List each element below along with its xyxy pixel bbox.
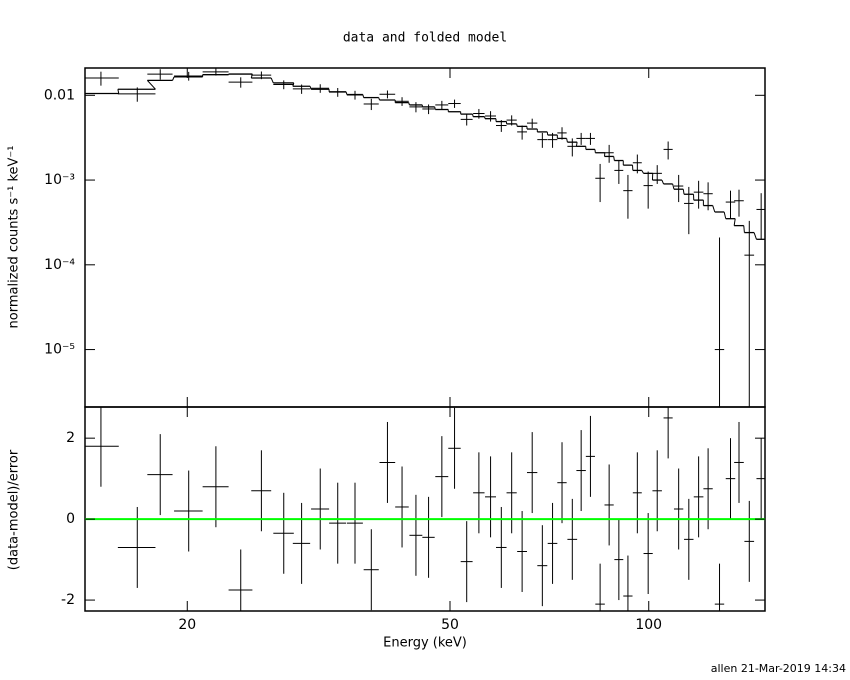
model-riser <box>362 94 365 98</box>
model-riser <box>753 232 757 240</box>
residual-axis-label: (data-model)/error <box>7 449 22 570</box>
model-riser <box>434 106 436 110</box>
model-riser <box>613 156 615 161</box>
model-riser <box>172 76 175 81</box>
top-frame <box>84 67 766 408</box>
model-riser <box>575 142 578 147</box>
model-riser <box>682 189 685 195</box>
y-tick-label: 10⁻⁴ <box>44 257 75 273</box>
bottom-frame <box>84 406 766 612</box>
model-riser <box>408 102 410 106</box>
model-riser <box>733 218 736 226</box>
chart-title: data and folded model <box>343 31 507 46</box>
residual-panel <box>85 407 765 611</box>
y-tick-label: 0.01 <box>44 87 75 103</box>
spectrum-panel <box>85 68 765 407</box>
model-riser <box>345 91 348 95</box>
model-riser <box>672 183 675 190</box>
y-tick-label: 10⁻⁵ <box>44 342 75 358</box>
model-riser <box>484 116 486 119</box>
model-riser <box>472 114 474 117</box>
model-riser <box>661 179 665 185</box>
x-tick-label: 20 <box>178 617 196 633</box>
x-tick-label: 50 <box>441 617 459 633</box>
x-tick-label: 100 <box>635 617 662 633</box>
y-axis-label: normalized counts s⁻¹ keV⁻¹ <box>7 146 22 329</box>
model-riser <box>117 89 120 94</box>
footer: allen 21-Mar-2019 14:34 <box>711 662 846 675</box>
model-riser <box>712 205 716 213</box>
y-tick-label: 10⁻³ <box>44 172 75 188</box>
model-riser <box>146 80 156 90</box>
model-riser <box>723 211 727 219</box>
model-riser <box>309 86 312 90</box>
x-axis-label: Energy (keV) <box>383 636 467 651</box>
y-tick-label: 2 <box>66 430 75 446</box>
y-tick-label: 0 <box>66 511 75 527</box>
model-riser <box>641 170 644 174</box>
model-riser <box>270 77 274 84</box>
model-riser <box>566 138 568 143</box>
model-riser <box>378 97 380 101</box>
y-tick-label: -2 <box>61 592 75 608</box>
model-riser <box>743 225 745 233</box>
